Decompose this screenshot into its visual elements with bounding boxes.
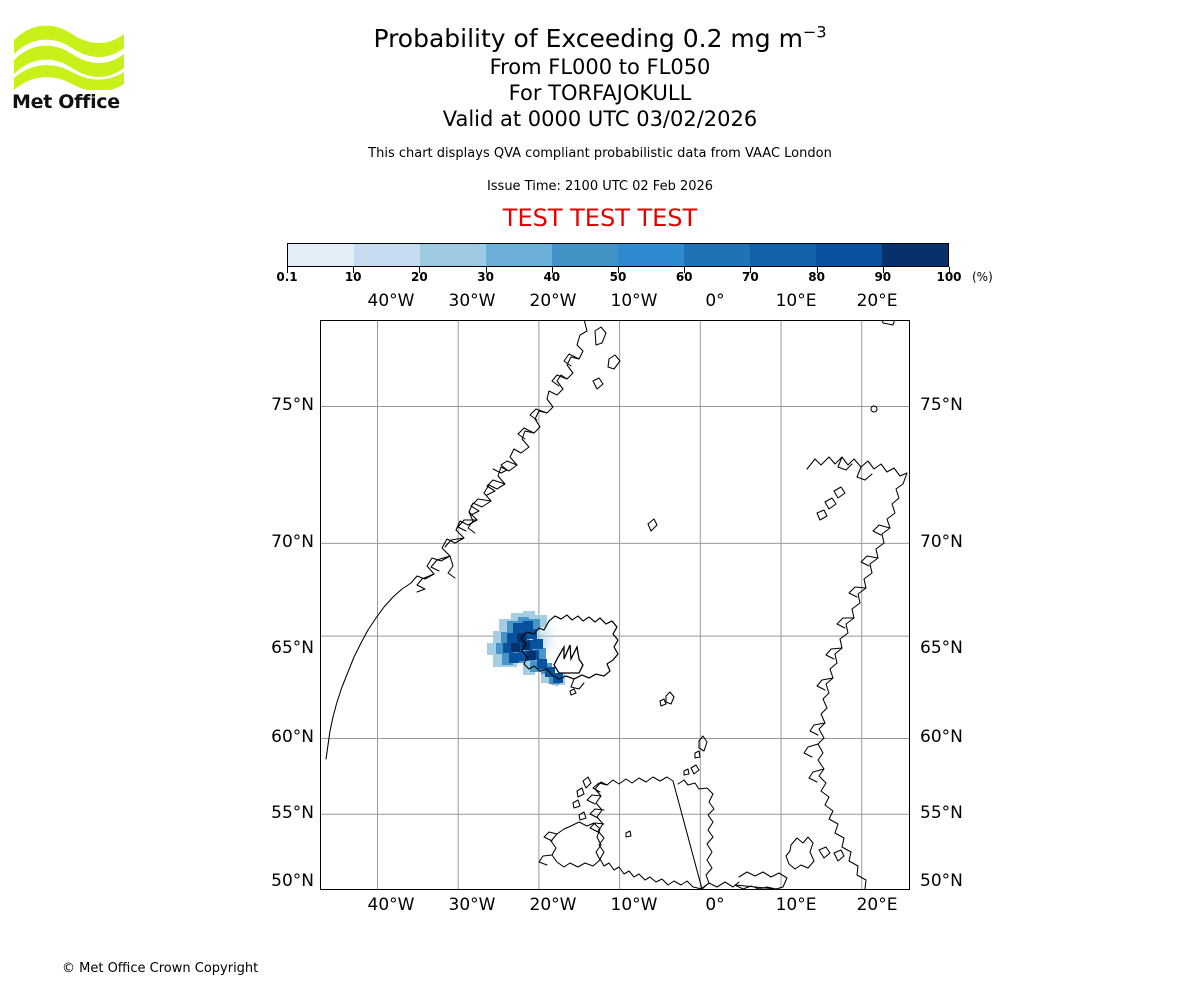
iceland-outline-overlay (520, 614, 619, 680)
flight-level-subtitle: From FL000 to FL050 (489, 55, 711, 79)
colorbar-tick-8 (816, 267, 818, 273)
colorbar-tick-6 (684, 267, 686, 273)
colorbar-ticks (287, 267, 950, 275)
colorbar-tick-0 (287, 267, 288, 273)
page-title: Probability of Exceeding 0.2 mg m−3 (0, 24, 1200, 54)
copyright-notice: © Met Office Crown Copyright (62, 961, 259, 976)
lon-label-bottom-2: 20°W (529, 895, 577, 915)
lon-label-top-5: 10°E (775, 291, 817, 311)
colorbar-label-9: 90 (874, 270, 892, 284)
colorbar-tick-3 (485, 267, 487, 273)
lat-label-left-4: 70°N (271, 532, 314, 552)
colorbar-tick-9 (882, 267, 884, 273)
lat-label-left-3: 65°N (271, 638, 314, 658)
met-office-wordmark: Met Office (12, 91, 120, 113)
lat-label-right-4: 70°N (920, 532, 963, 552)
colorbar-swatch-4 (552, 244, 618, 266)
lat-label-left-5: 75°N (271, 395, 314, 415)
colorbar-tick-2 (419, 267, 421, 273)
colorbar-label-7: 70 (742, 270, 759, 284)
title-exponent: −3 (802, 22, 827, 42)
colorbar-label-2: 20 (411, 270, 428, 284)
lat-label-right-5: 75°N (920, 395, 963, 415)
colorbar-swatches (287, 243, 949, 267)
colorbar-tick-5 (618, 267, 619, 273)
chart-header: Probability of Exceeding 0.2 mg m−3 From… (0, 24, 1200, 232)
lon-label-top-6: 20°E (856, 291, 898, 311)
colorbar-swatch-2 (420, 244, 486, 266)
lat-label-left-0: 50°N (271, 871, 314, 891)
lon-label-bottom-4: 0° (705, 895, 725, 915)
colorbar-label-6: 60 (675, 270, 693, 284)
colorbar-swatch-9 (882, 244, 948, 266)
colorbar-label-8: 80 (808, 270, 825, 284)
colorbar-swatch-5 (618, 244, 684, 266)
colorbar-swatch-7 (750, 244, 816, 266)
valid-time-subtitle: Valid at 0000 UTC 03/02/2026 (442, 107, 758, 131)
lon-label-top-2: 20°W (529, 291, 577, 311)
colorbar-label-5: 50 (609, 270, 627, 284)
colorbar-label-0: 0.1 (276, 270, 298, 284)
lat-label-left-1: 55°N (271, 803, 314, 823)
colorbar-label-3: 30 (477, 270, 494, 284)
title-main-text: Probability of Exceeding 0.2 mg m (373, 24, 803, 53)
met-office-waves-icon (14, 25, 124, 90)
lon-label-top-1: 30°W (448, 291, 496, 311)
lat-label-right-0: 50°N (920, 871, 963, 891)
lon-label-bottom-6: 20°E (856, 895, 898, 915)
volcano-subtitle: For TORFAJOKULL (508, 81, 692, 105)
probability-colorbar (287, 243, 949, 267)
colorbar-tick-4 (551, 267, 553, 273)
lat-label-left-2: 60°N (271, 727, 314, 747)
colorbar-swatch-3 (486, 244, 552, 266)
colorbar-swatch-8 (816, 244, 882, 266)
issue-time-text: Issue Time: 2100 UTC 02 Feb 2026 (486, 179, 714, 194)
test-banner: TEST TEST TEST (502, 204, 698, 232)
lon-label-top-4: 0° (705, 291, 725, 311)
map-gridlines (321, 321, 909, 889)
map-plot-area[interactable] (320, 320, 910, 890)
colorbar-label-4: 40 (543, 270, 561, 284)
qva-compliance-note: This chart displays QVA compliant probab… (368, 146, 832, 161)
colorbar-label-10: 100 (936, 270, 962, 284)
colorbar-label-1: 10 (344, 270, 362, 284)
colorbar-swatch-6 (684, 244, 750, 266)
colorbar-tick-labels: 0.1 10 20 30 40 50 60 70 80 90 100 (276, 270, 961, 286)
map-canvas (321, 321, 909, 889)
volcano-source-marker (553, 644, 584, 674)
lat-label-right-3: 65°N (920, 638, 963, 658)
lon-label-bottom-0: 40°W (367, 895, 415, 915)
lon-label-bottom-3: 10°W (610, 895, 658, 915)
met-office-logo: Met Office (10, 18, 130, 118)
lat-label-right-1: 55°N (920, 803, 963, 823)
lon-label-top-3: 10°W (610, 291, 658, 311)
colorbar-unit-label: (%) (972, 270, 993, 284)
colorbar-tick-1 (353, 267, 355, 273)
lat-label-right-2: 60°N (920, 727, 963, 747)
colorbar-swatch-0 (288, 244, 354, 266)
colorbar-tick-10 (949, 267, 950, 273)
lon-label-top-0: 40°W (367, 291, 415, 311)
lon-label-bottom-5: 10°E (775, 895, 817, 915)
lon-label-bottom-1: 30°W (448, 895, 496, 915)
colorbar-tick-7 (750, 267, 752, 273)
colorbar-swatch-1 (354, 244, 420, 266)
